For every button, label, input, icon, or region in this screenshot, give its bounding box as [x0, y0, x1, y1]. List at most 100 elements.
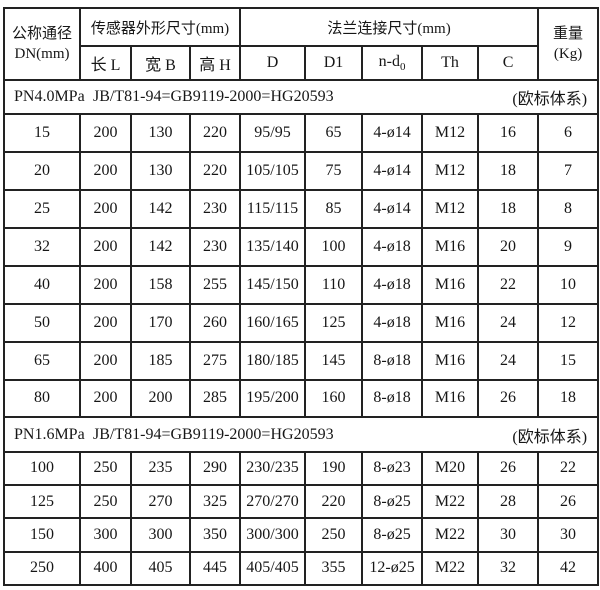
cell-c: 18 [477, 189, 540, 230]
cell-n-d0: 8-ø18 [361, 340, 424, 381]
cell-dn: 65 [3, 340, 81, 381]
table-row: 50 200 170 260 160/165 125 4-ø18 M16 24 12 [3, 302, 600, 343]
table-body: PN4.0MPa JB/T81-94=GB9119-2000=HG20593 (欧标… [2, 78, 600, 587]
table-row: 100 250 235 290 230/235 190 8-ø23 M20 26 22 [3, 450, 600, 487]
cell-weight: 8 [537, 189, 600, 230]
cell-d1: 85 [304, 189, 364, 230]
table-row: 80 200 200 285 195/200 160 8-ø18 M16 26 18 [3, 378, 600, 419]
header-nominal-diameter: 公称通径 DN(mm) [3, 7, 81, 81]
cell-n-d0: 4-ø18 [361, 264, 424, 305]
cell-th: M16 [421, 378, 480, 419]
cell-d1: 125 [304, 302, 364, 343]
header-sensor-dimensions-group: 传感器外形尺寸(mm) [78, 7, 242, 47]
cell-th: M22 [421, 517, 480, 553]
cell-d1: 355 [304, 550, 364, 587]
cell-c: 28 [477, 484, 540, 520]
cell-d1: 160 [304, 378, 364, 419]
cell-height-h: 220 [188, 151, 242, 192]
cell-d: 195/200 [239, 378, 307, 419]
cell-weight: 7 [537, 151, 600, 192]
cell-height-h: 220 [188, 113, 242, 154]
cell-th: M16 [421, 302, 480, 343]
cell-d: 160/165 [239, 302, 307, 343]
cell-length-l: 300 [79, 517, 132, 553]
cell-dn: 25 [3, 189, 81, 230]
cell-weight: 26 [537, 484, 600, 520]
table-row: 15 200 130 220 95/95 65 4-ø14 M12 16 6 [3, 113, 600, 154]
table-row: 65 200 185 275 180/185 145 8-ø18 M16 24 15 [3, 340, 600, 381]
table-row: 125 250 270 325 270/270 220 8-ø25 M22 28 26 [3, 484, 600, 520]
cell-length-l: 200 [79, 189, 132, 230]
header-sub-row: 长 L 宽 B 高 H D D1 n-d0 Th C [4, 45, 598, 81]
cell-width-b: 185 [130, 340, 191, 381]
cell-d: 270/270 [239, 484, 307, 520]
cell-d: 135/140 [239, 227, 307, 267]
cell-width-b: 130 [130, 113, 191, 154]
cell-height-h: 350 [188, 517, 242, 553]
header-width-b: 宽 B [130, 45, 191, 81]
cell-dn: 80 [3, 378, 81, 419]
table-row: 250 400 405 445 405/405 355 12-ø25 M22 32 42 [3, 550, 600, 587]
header-weight-line2: (Kg) [553, 46, 583, 62]
cell-height-h: 445 [188, 550, 242, 587]
cell-th: M12 [421, 113, 480, 154]
cell-dn: 20 [3, 151, 81, 192]
cell-width-b: 142 [130, 227, 191, 267]
cell-d: 115/115 [239, 189, 307, 230]
standard-note: (欧标体系) [512, 428, 588, 446]
cell-c: 22 [477, 264, 540, 305]
pressure-section-row: PN4.0MPa JB/T81-94=GB9119-2000=HG20593 (欧标… [2, 78, 600, 116]
cell-height-h: 260 [188, 302, 242, 343]
cell-c: 26 [477, 378, 540, 419]
cell-weight: 18 [537, 378, 600, 419]
table-row: 40 200 158 255 145/150 110 4-ø18 M16 22 10 [3, 264, 600, 305]
pressure-section-row: PN1.6MPa JB/T81-94=GB9119-2000=HG20593 (欧标… [2, 416, 600, 453]
header-height-h: 高 H [188, 45, 242, 81]
cell-dn: 125 [3, 484, 81, 520]
cell-dn: 150 [3, 517, 81, 553]
header-weight: 重量 (Kg) [537, 7, 600, 81]
pressure-rating: PN4.0MPa [14, 88, 85, 106]
cell-d: 95/95 [239, 113, 307, 154]
cell-weight: 15 [537, 340, 600, 381]
cell-c: 24 [477, 340, 540, 381]
cell-th: M22 [421, 550, 480, 587]
cell-width-b: 130 [130, 151, 191, 192]
cell-n-d0: 4-ø14 [361, 189, 424, 230]
header-nominal-diameter-line1: 公称通径 [11, 25, 72, 42]
table-row: 25 200 142 230 115/115 85 4-ø14 M12 18 8 [3, 189, 600, 230]
header-d1: D1 [304, 45, 364, 81]
pressure-section-cell: PN1.6MPa JB/T81-94=GB9119-2000=HG20593 (欧标… [2, 416, 600, 453]
standard-note: (欧标体系) [512, 91, 588, 109]
header-weight-line1: 重量 [553, 25, 584, 42]
cell-d1: 190 [304, 450, 364, 487]
pressure-rating: PN1.6MPa [14, 425, 85, 443]
cell-n-d0: 4-ø18 [361, 302, 424, 343]
cell-d: 145/150 [239, 264, 307, 305]
cell-weight: 22 [537, 450, 600, 487]
header-flange-connection-group: 法兰连接尺寸(mm) [239, 7, 540, 47]
cell-dn: 40 [3, 264, 81, 305]
table-row: 150 300 300 350 300/300 250 8-ø25 M22 30 30 [3, 517, 600, 553]
cell-c: 26 [477, 450, 540, 487]
dimension-spec-table: 公称通径 DN(mm) 传感器外形尺寸(mm) 法兰连接尺寸(mm) 重量 (K… [2, 7, 600, 587]
cell-n-d0: 12-ø25 [361, 550, 424, 587]
cell-width-b: 270 [130, 484, 191, 520]
cell-dn: 250 [3, 550, 81, 587]
header-th: Th [421, 45, 480, 81]
cell-width-b: 170 [130, 302, 191, 343]
cell-weight: 12 [537, 302, 600, 343]
cell-th: M16 [421, 227, 480, 267]
cell-d: 405/405 [239, 550, 307, 587]
table-row: 20 200 130 220 105/105 75 4-ø14 M12 18 7 [3, 151, 600, 192]
cell-dn: 100 [3, 450, 81, 487]
cell-weight: 10 [537, 264, 600, 305]
cell-length-l: 200 [79, 302, 132, 343]
cell-d1: 220 [304, 484, 364, 520]
cell-c: 20 [477, 227, 540, 267]
cell-th: M16 [421, 264, 480, 305]
cell-length-l: 200 [79, 264, 132, 305]
cell-d: 180/185 [239, 340, 307, 381]
cell-length-l: 200 [79, 151, 132, 192]
